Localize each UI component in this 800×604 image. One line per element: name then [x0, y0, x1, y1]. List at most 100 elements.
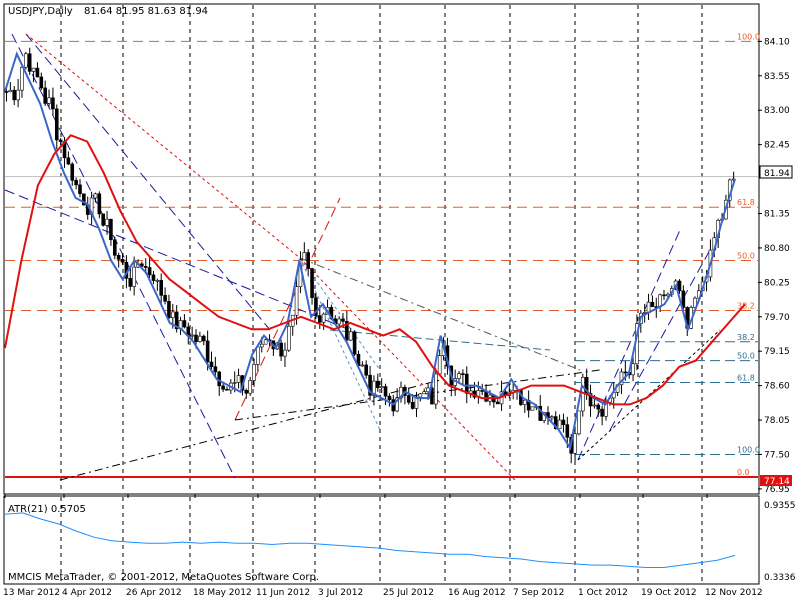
candle-body [337, 318, 341, 325]
candle-body [368, 374, 372, 396]
candle-body [252, 364, 256, 381]
candle-body [43, 87, 47, 104]
atr-axis-bottom: 0.3336 [764, 573, 796, 583]
candle-body [174, 311, 179, 330]
candle-body [577, 410, 581, 435]
candle-body [51, 97, 55, 110]
candle-body [105, 218, 109, 226]
main-chart-frame [3, 3, 760, 495]
candle-body [538, 405, 543, 421]
time-tick-label: 4 Apr 2012 [62, 588, 112, 598]
candle-body [244, 389, 249, 394]
candle-body [522, 399, 527, 405]
candle-body [47, 97, 51, 104]
candle-body [97, 193, 102, 215]
candle-body [27, 53, 32, 72]
candle-body [557, 419, 562, 429]
candle-body [426, 387, 430, 393]
time-tick-label: 11 Jun 2012 [256, 588, 310, 598]
copyright-watermark: MMCIS MetaTrader, © 2001-2012, MetaQuote… [8, 572, 319, 583]
candle-body [434, 373, 438, 405]
candle-body [345, 321, 349, 341]
candle-body [31, 67, 36, 72]
candle-body [4, 91, 9, 93]
candle-body [646, 301, 651, 313]
candle-body [662, 294, 666, 297]
candle-body [422, 391, 427, 395]
atr-axis-top: 0.9355 [764, 501, 796, 511]
candle-body [650, 301, 655, 307]
candle-body [495, 401, 500, 405]
atr-indicator [4, 512, 736, 568]
candle-body [561, 419, 566, 425]
fib-secondary-label: 50.0 [737, 352, 755, 361]
candle-body [294, 286, 299, 316]
candle-body [163, 295, 167, 302]
atr-label: ATR(21) 0.5705 [8, 504, 86, 515]
candle-body [101, 213, 105, 226]
time-tick-label: 1 Oct 2012 [578, 588, 628, 598]
time-axis: 13 Mar 2012 4 Apr 2012 26 Apr 2012 18 May 2… [3, 494, 763, 598]
candle-body [167, 300, 171, 319]
symbol-label: USDJPY,Daily [8, 6, 73, 17]
price-tick-label: 79.15 [764, 347, 790, 357]
candle-body [550, 416, 554, 419]
candle-body [66, 157, 71, 165]
price-tick-label: 81.35 [764, 210, 790, 220]
candle-body [287, 325, 291, 351]
candle-body [592, 404, 597, 407]
candle-body [279, 342, 283, 357]
candle-body [151, 274, 156, 281]
fib-level-label: 61.8 [737, 198, 755, 207]
candle-body [387, 395, 392, 400]
candle-body [395, 397, 399, 412]
candle-body [205, 340, 210, 363]
candle-body [194, 334, 198, 343]
indicator-frame [3, 495, 760, 585]
candle-body [399, 386, 403, 399]
candle-body [147, 267, 152, 276]
candle-body [352, 331, 357, 355]
candle-body [341, 318, 345, 322]
fib-secondary-label: 61.8 [737, 373, 755, 382]
price-tick-label: 78.05 [764, 416, 790, 426]
candle-body [217, 371, 222, 387]
fib-level-label: 100.0 [737, 32, 760, 41]
candle-body [128, 278, 133, 287]
candle-body [159, 280, 164, 296]
candle-body [236, 375, 241, 383]
trend-line [299, 257, 581, 371]
candle-body [430, 387, 434, 405]
candle-body [364, 364, 368, 376]
slow-moving-average [4, 134, 746, 406]
current-price-label: 81.94 [764, 169, 790, 179]
candle-body [406, 395, 411, 403]
candle-body [8, 89, 13, 92]
fib-level-label: 50.0 [737, 251, 755, 260]
candle-body [457, 373, 461, 379]
candle-body [623, 371, 628, 374]
candle-body [209, 361, 214, 367]
candle-body [461, 373, 465, 375]
moving-averages [4, 51, 746, 451]
trend-line [299, 257, 381, 371]
price-tick-label: 79.70 [764, 313, 790, 323]
candle-body [155, 280, 160, 282]
candle-body [310, 268, 314, 298]
candle-body [70, 163, 75, 181]
candle-body [82, 193, 86, 206]
candle-body [182, 320, 187, 328]
candle-body [93, 193, 98, 199]
candle-body [437, 355, 442, 375]
atr-line [4, 512, 736, 568]
candle-body [54, 108, 59, 141]
candle-body [74, 180, 78, 186]
trend-line [609, 249, 711, 431]
fib-secondary-label: 100.0 [737, 445, 760, 454]
support-price-tag: 77.14 [760, 475, 792, 487]
price-tick-label: 80.80 [764, 244, 790, 254]
candle-body [565, 424, 570, 438]
trend-line [234, 369, 601, 421]
